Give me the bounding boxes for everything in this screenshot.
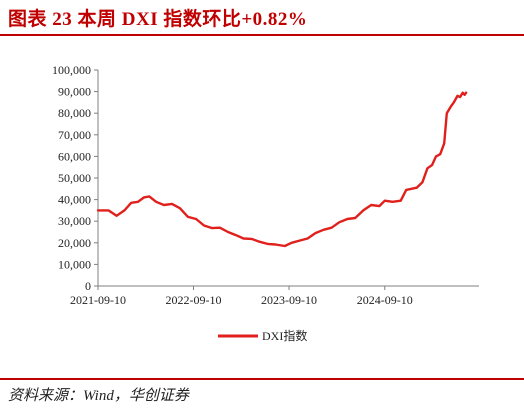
dxi-line-chart: 0 10,000 20,000 30,000 40,000 50,000 60,000 70,… (52, 63, 479, 343)
y-tick-label: 60,000 (58, 149, 91, 163)
plot-area (96, 91, 468, 248)
source-note: 资料来源：Wind，华创证券 (8, 388, 189, 404)
y-tick-label: 0 (85, 279, 91, 293)
chart-title: 图表 23 本周 DXI 指数环比+0.82% (8, 9, 308, 30)
y-tick-label: 20,000 (58, 236, 91, 250)
series-line-dxi (96, 91, 468, 248)
y-tick-label: 100,000 (52, 63, 91, 77)
x-tick-label: 2024-09-10 (357, 293, 413, 307)
chart-axes: 0 10,000 20,000 30,000 40,000 50,000 60,000 70,… (52, 63, 479, 307)
footer-divider (0, 378, 524, 380)
x-tick-label: 2022-09-10 (166, 293, 222, 307)
title-divider (0, 34, 524, 36)
x-tick-label: 2021-09-10 (70, 293, 126, 307)
y-tick-label: 70,000 (58, 128, 91, 142)
x-tick-label: 2023-09-10 (261, 293, 317, 307)
y-tick-label: 50,000 (58, 171, 91, 185)
legend-label: DXI指数 (262, 328, 307, 343)
y-tick-label: 90,000 (58, 85, 91, 99)
y-tick-label: 80,000 (58, 106, 91, 120)
y-tick-label: 40,000 (58, 193, 91, 207)
y-tick-label: 30,000 (58, 214, 91, 228)
y-tick-label: 10,000 (58, 257, 91, 271)
chart-legend: DXI指数 (218, 328, 307, 343)
